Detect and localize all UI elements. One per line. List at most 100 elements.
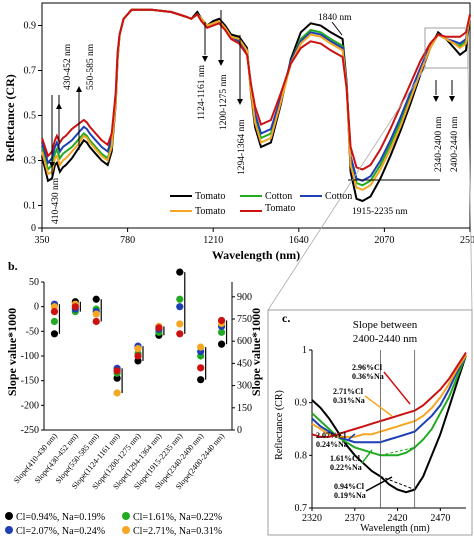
panel-c-frame bbox=[267, 309, 473, 536]
panel-b-axes: -250 -200 -150 -100 -50 0 50 0 150 300 450 600 750 90… bbox=[21, 277, 252, 436]
x-tick-label: 2070 bbox=[374, 235, 394, 246]
b-y-tick-label: -150 bbox=[21, 376, 39, 387]
spectrum-line-4 bbox=[41, 8, 471, 171]
c-ann-line2: 0.19%Na bbox=[334, 491, 366, 500]
c-x-tick-label: 2420 bbox=[388, 513, 408, 524]
c-ann-line1: 1.61%Cl bbox=[330, 454, 361, 463]
zoom-box bbox=[424, 27, 469, 69]
b-point bbox=[217, 316, 226, 325]
y-tick-label: 0.7 bbox=[24, 66, 37, 77]
arrow-up-550 bbox=[76, 86, 82, 92]
b-point bbox=[155, 324, 163, 332]
b-point bbox=[197, 364, 205, 372]
x-tick-label: 350 bbox=[35, 235, 50, 246]
spectrum-line-3 bbox=[41, 8, 471, 191]
c-y-tick-label: 1 bbox=[302, 345, 307, 356]
x-tick-label: 780 bbox=[120, 235, 135, 246]
b-point bbox=[134, 345, 142, 353]
x-tick-label: 1210 bbox=[203, 235, 223, 246]
panel-a-arrows bbox=[49, 56, 455, 168]
arrow-down-1200 bbox=[218, 60, 224, 66]
c-ann-arrow bbox=[383, 371, 411, 405]
panel-b-categories: Slope(410-430 nm)Slope(430-452 nm)Slope(… bbox=[12, 431, 226, 491]
panel-c-series bbox=[311, 350, 467, 508]
b-y2-tick-label: 450 bbox=[237, 358, 252, 369]
c-x-tick-label: 2320 bbox=[302, 513, 322, 524]
panel-a-ylabel: Reflectance (CR) bbox=[3, 74, 17, 162]
b-y2-tick-label: 900 bbox=[237, 292, 252, 303]
c-spectrum-line-4 bbox=[311, 352, 467, 438]
legend-label-1: Cotton bbox=[265, 191, 292, 202]
b-point bbox=[176, 330, 184, 338]
y-tick-label: 0 bbox=[31, 223, 36, 234]
b-y2-tick-label: 150 bbox=[237, 403, 252, 414]
legend-dot-0 bbox=[5, 512, 13, 520]
b-point bbox=[50, 317, 59, 326]
ann-2400-2440: 2400-2440 nm bbox=[450, 116, 460, 172]
b-point bbox=[176, 268, 184, 276]
ann-410-430: 410-430 nm bbox=[51, 177, 61, 224]
panel-b-y2label: Slope value*1000 bbox=[249, 308, 263, 396]
x-tick-label: 1640 bbox=[289, 235, 309, 246]
b-y-tick-label: 0 bbox=[34, 302, 39, 313]
zoom-connector-right bbox=[467, 67, 473, 311]
b-point bbox=[113, 374, 121, 382]
panel-c-title-line1: Slope between bbox=[353, 319, 418, 331]
c-ann-arrow bbox=[347, 433, 356, 441]
b-y2-tick-label: 300 bbox=[237, 381, 252, 392]
panel-c-xlabel: Wavelength (nm) bbox=[360, 523, 429, 534]
legend-label-0: Tomato bbox=[195, 191, 225, 202]
b-point bbox=[71, 303, 79, 311]
legend-label-3: Tomato bbox=[195, 206, 225, 217]
panel-c: c. Slope between 2400-2440 nm 2320 2370 24… bbox=[267, 309, 473, 536]
b-point bbox=[134, 357, 142, 365]
b-point bbox=[50, 330, 59, 338]
legend-label-2: Cotton bbox=[325, 191, 352, 202]
legend-dot-3 bbox=[122, 526, 130, 534]
panel-c-ylabel: Reflectance (CR) bbox=[274, 390, 285, 460]
ann-1915-2235: 1915-2235 nm bbox=[352, 207, 408, 217]
panel-c-label: c. bbox=[282, 311, 290, 325]
ann-1200-1275: 1200-1275 nm bbox=[219, 74, 229, 130]
panel-a-series bbox=[41, 8, 471, 203]
panel-b-label: b. bbox=[8, 259, 18, 273]
c-y-tick-label: 0.7 bbox=[295, 503, 308, 514]
c-ann-arrow bbox=[361, 449, 373, 464]
legend-b-label-3: Cl=2.71%, Na=0.31% bbox=[133, 526, 222, 537]
c-y-tick-label: 0.9 bbox=[295, 398, 308, 409]
legend-b-label-1: Cl=1.61%, Na=0.22% bbox=[133, 512, 222, 523]
ann-1294-1364: 1294-1364 nm bbox=[237, 119, 247, 175]
arrow-down-2400 bbox=[449, 96, 455, 102]
b-point bbox=[50, 303, 59, 311]
b-point bbox=[176, 320, 184, 328]
b-point bbox=[217, 340, 226, 348]
c-ann-line2: 0.22%Na bbox=[330, 463, 362, 472]
b-point bbox=[113, 367, 121, 375]
c-ann-line1: 2.07%Cl bbox=[316, 431, 347, 440]
b-y2-tick-label: 750 bbox=[237, 314, 252, 325]
arrow-down-2340 bbox=[433, 96, 439, 102]
b-point bbox=[92, 317, 100, 326]
c-ann-line1: 0.94%Cl bbox=[334, 482, 365, 491]
panel-a-xlabel: Wavelength (nm) bbox=[212, 248, 300, 262]
b-point bbox=[176, 295, 184, 303]
b-y2-tick-label: 600 bbox=[237, 336, 252, 347]
b-y-tick-label: -200 bbox=[21, 400, 39, 411]
arrow-up-430 bbox=[56, 103, 62, 109]
panel-b-legend: Cl=0.94%, Na=0.19% Cl=1.61%, Na=0.22% Cl… bbox=[5, 512, 222, 537]
y-tick-label: 0.5 bbox=[24, 111, 37, 122]
y-tick-label: 0.1 bbox=[24, 201, 37, 212]
panel-b-points bbox=[50, 268, 228, 397]
panel-c-axes: 2320 2370 2420 2470 0.7 0.8 0.9 1 bbox=[295, 345, 466, 524]
b-point bbox=[176, 303, 184, 311]
c-ann-line2: 0.36%Na bbox=[352, 372, 384, 381]
panel-a-legend: Tomato Cotton Cotton Tomato Tomato bbox=[165, 190, 352, 224]
c-ann-arrow bbox=[365, 476, 393, 492]
arrow-down-410 bbox=[49, 162, 55, 168]
c-ann-line1: 2.96%Cl bbox=[352, 363, 383, 372]
b-y-tick-label: 50 bbox=[29, 277, 39, 288]
c-x-tick-label: 2370 bbox=[345, 513, 365, 524]
y-tick-label: 0.3 bbox=[24, 156, 37, 167]
